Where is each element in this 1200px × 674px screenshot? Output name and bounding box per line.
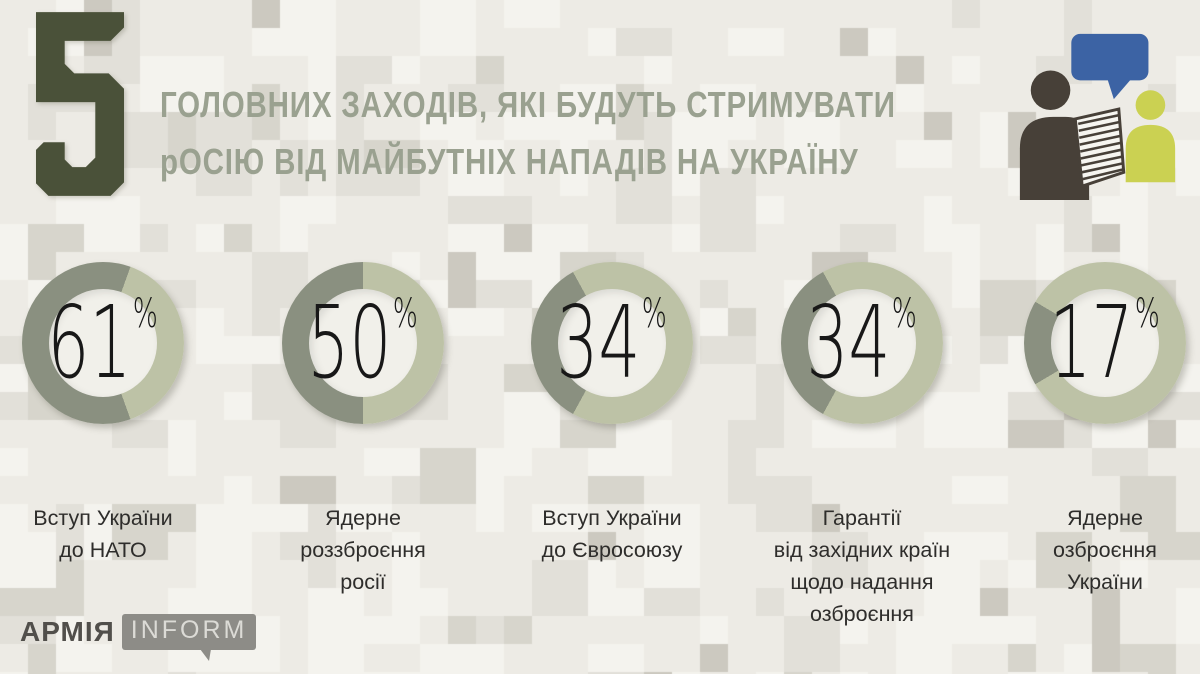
percent-group: 50% [308, 293, 418, 393]
measure-label: Ядерне озброєння України [1053, 506, 1157, 594]
percent-value: 34 [556, 284, 641, 401]
measure-column: 34% Гарантії від західних країн щодо над… [742, 262, 982, 630]
percent-sign: % [892, 291, 918, 337]
donut-center: 34% [557, 289, 667, 397]
title-line-2: рОСІЮ ВІД МАЙБУТНІХ НАПАДІВ НА УКРАЇНУ [160, 141, 859, 182]
donut-center: 17% [1050, 289, 1160, 397]
numeral-5-glyph [36, 12, 124, 196]
percent-sign: % [393, 291, 419, 337]
survey-sheet-icon [1073, 107, 1126, 189]
logo-text-armiya: АРМІЯ [20, 616, 115, 647]
percent-group: 34% [557, 293, 667, 393]
measure-label: Гарантії від західних країн щодо надання… [773, 506, 951, 626]
interviewer-head [1030, 70, 1071, 111]
donut-center: 34% [807, 289, 917, 397]
percent-group: 61% [48, 293, 158, 393]
donut-chart: 50% [282, 262, 444, 424]
speech-bubble-tail [1106, 77, 1133, 100]
logo-inform-box: INFORM [121, 614, 257, 661]
interviewer-body [1019, 116, 1090, 200]
donut-chart: 61% [22, 262, 184, 424]
measure-label: Вступ України до Євросоюзу [541, 506, 683, 562]
measure-label: Ядерне роззброєння росії [300, 506, 426, 594]
percent-sign: % [133, 291, 159, 337]
respondent-body [1125, 124, 1176, 183]
percent-sign: % [1135, 291, 1161, 337]
logo-speech-tail-icon [199, 649, 211, 661]
armiyainform-logo: АРМІЯ INFORM [20, 614, 257, 661]
donut-chart: 17% [1024, 262, 1186, 424]
big-number-5: 5 [36, 12, 124, 196]
measure-column: 50% Ядерне роззброєння росії [243, 262, 483, 598]
donut-center: 50% [308, 289, 418, 397]
measure-column: 34% Вступ України до Євросоюзу [492, 262, 732, 566]
page-title: ГОЛОВНИХ ЗАХОДІВ, ЯКІ БУДУТЬ СТРИМУВАТИ … [160, 76, 896, 190]
logo-text-inform: INFORM [130, 616, 248, 644]
measure-column: 17% Ядерне озброєння України [985, 262, 1200, 598]
percent-value: 17 [1049, 284, 1134, 401]
percent-value: 61 [47, 284, 132, 401]
title-line-1: ГОЛОВНИХ ЗАХОДІВ, ЯКІ БУДУТЬ СТРИМУВАТИ [160, 84, 896, 125]
survey-people-icon [1010, 22, 1188, 200]
percent-group: 34% [807, 293, 917, 393]
speech-bubble-icon [1071, 33, 1149, 81]
percent-sign: % [642, 291, 668, 337]
respondent-head [1135, 90, 1166, 120]
measure-column: 61% Вступ України до НАТО [0, 262, 223, 566]
donut-center: 61% [48, 289, 158, 397]
measure-label: Вступ України до НАТО [33, 506, 173, 562]
percent-value: 50 [307, 284, 392, 401]
donut-chart: 34% [781, 262, 943, 424]
percent-value: 34 [806, 284, 891, 401]
donut-chart: 34% [531, 262, 693, 424]
percent-group: 17% [1050, 293, 1160, 393]
